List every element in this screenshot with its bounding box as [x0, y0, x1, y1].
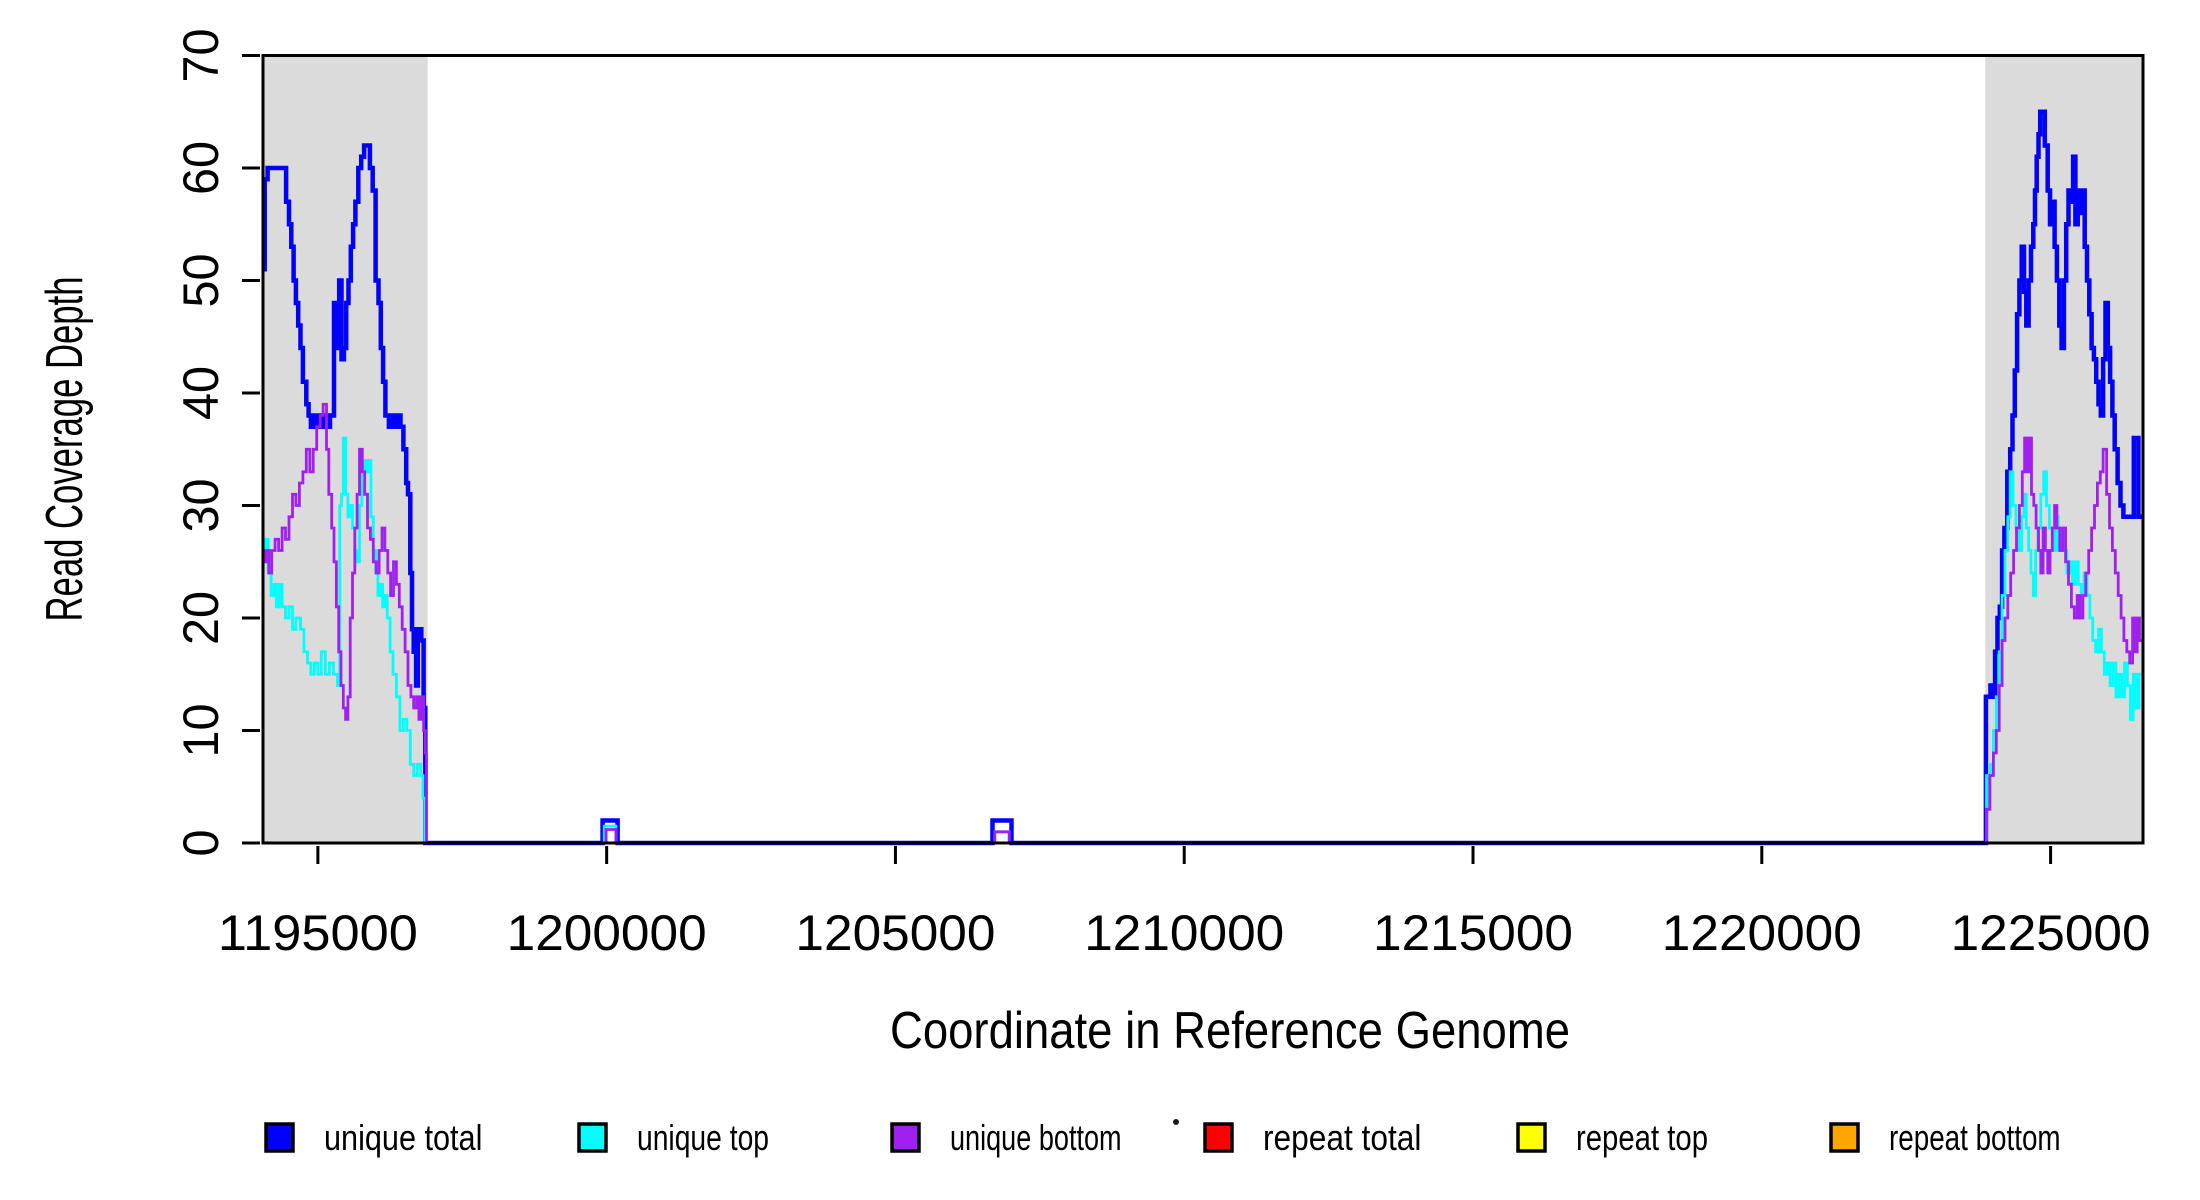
legend-item-repeat-top: repeat top — [1516, 1117, 1708, 1158]
legend-swatch-unique-bottom — [890, 1122, 921, 1153]
legend-swatch-repeat-bottom — [1829, 1122, 1860, 1153]
legend-item-repeat-total: repeat total — [1203, 1117, 1421, 1158]
x-tick-label: 1195000 — [218, 905, 418, 961]
x-tick-label: 1215000 — [1373, 905, 1573, 961]
y-tick-label: 30 — [173, 479, 229, 533]
y-tick-label: 0 — [173, 830, 229, 857]
shaded-regions-layer — [263, 55, 2143, 843]
legend: unique total unique top unique bottom repea… — [264, 1117, 2061, 1158]
legend-swatch-unique-top — [577, 1122, 608, 1153]
series-path-unique-top — [263, 436, 2145, 845]
y-tick-label: 40 — [173, 366, 229, 420]
legend-label: repeat total — [1263, 1117, 1421, 1158]
legend-label: unique top — [637, 1117, 769, 1158]
axes-layer: 1195000 1200000 1205000 1210000 1215000 12200… — [173, 29, 2151, 962]
legend-item-unique-top: unique top — [577, 1117, 769, 1158]
stray-dot — [1173, 1119, 1179, 1125]
y-tick-label: 60 — [173, 141, 229, 195]
legend-label: repeat bottom — [1889, 1117, 2061, 1158]
series-path-unique-bottom — [263, 402, 2145, 845]
x-axis-title: Coordinate in Reference Genome — [890, 1002, 1570, 1060]
y-axis-title: Read Coverage Depth — [36, 277, 94, 622]
x-tick-label: 1220000 — [1662, 905, 1862, 961]
legend-label: unique bottom — [950, 1117, 1122, 1158]
legend-label: repeat top — [1576, 1117, 1708, 1158]
x-tick-label: 1210000 — [1084, 905, 1284, 961]
legend-swatch-repeat-total — [1203, 1122, 1234, 1153]
x-tick-label: 1205000 — [795, 905, 995, 961]
y-tick-label: 10 — [173, 704, 229, 758]
plot-border-box — [261, 54, 2145, 845]
y-tick-label: 50 — [173, 254, 229, 308]
legend-swatch-unique-total — [264, 1122, 295, 1153]
legend-item-unique-total: unique total — [264, 1117, 482, 1158]
legend-item-repeat-bottom: repeat bottom — [1829, 1117, 2061, 1158]
legend-item-unique-bottom: unique bottom — [890, 1117, 1122, 1158]
x-tick-label: 1225000 — [1951, 905, 2151, 961]
legend-label: unique total — [324, 1117, 482, 1158]
legend-swatch-repeat-top — [1516, 1122, 1547, 1153]
y-tick-label: 20 — [173, 591, 229, 645]
series-layer — [262, 109, 2145, 846]
y-tick-label: 70 — [173, 29, 229, 83]
series-path-unique-total — [262, 109, 2143, 846]
x-tick-label: 1200000 — [507, 905, 707, 961]
